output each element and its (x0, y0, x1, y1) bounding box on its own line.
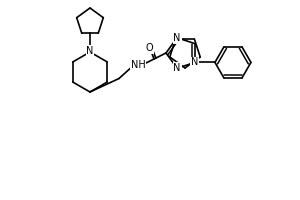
Text: N: N (173, 63, 181, 73)
Text: NH: NH (130, 60, 146, 70)
Text: N: N (86, 46, 94, 56)
Text: N: N (191, 57, 199, 67)
Text: O: O (146, 43, 154, 53)
Text: N: N (173, 33, 181, 43)
